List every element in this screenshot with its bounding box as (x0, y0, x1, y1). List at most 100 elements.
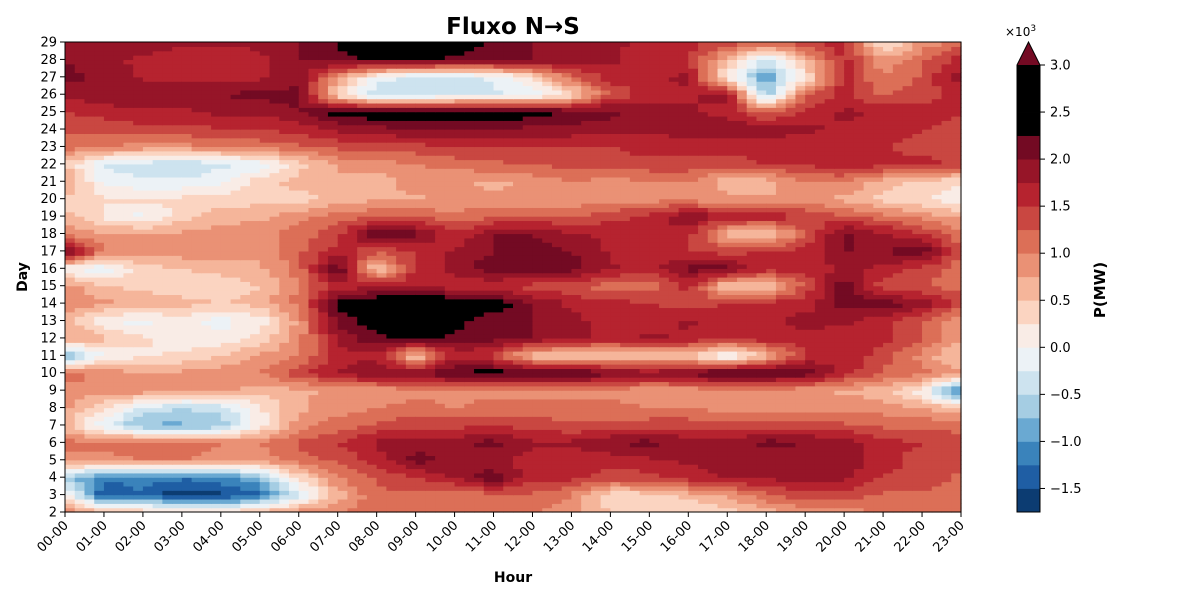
heatmap-cell (435, 372, 446, 378)
heatmap-cell (707, 507, 719, 513)
heatmap-cell (142, 416, 154, 422)
heatmap-cell (844, 368, 855, 374)
heatmap-cell (513, 294, 524, 300)
heatmap-cell (347, 472, 358, 478)
heatmap-cell (824, 407, 835, 413)
heatmap-cell (308, 420, 319, 426)
heatmap-cell (289, 490, 300, 496)
heatmap-cell (814, 403, 826, 409)
heatmap-cell (74, 364, 86, 369)
heatmap-cell (464, 429, 475, 435)
heatmap-cell (746, 485, 758, 491)
heatmap-cell (873, 507, 884, 513)
heatmap-cell (269, 290, 280, 296)
heatmap-cell (610, 316, 621, 322)
heatmap-cell (668, 407, 680, 413)
heatmap-cell (181, 355, 193, 361)
heatmap-cell (620, 468, 631, 474)
heatmap-cell (191, 481, 202, 487)
heatmap-cell (337, 355, 349, 361)
heatmap-cell (775, 307, 787, 313)
heatmap-cell (133, 468, 144, 474)
heatmap-cell (542, 285, 553, 291)
heatmap-cell (464, 277, 475, 282)
heatmap-cell (649, 485, 660, 491)
heatmap-cell (337, 342, 349, 348)
heatmap-cell (201, 294, 212, 300)
heatmap-cell (795, 368, 806, 374)
heatmap-cell (561, 285, 573, 291)
heatmap-cell (464, 294, 475, 300)
heatmap-cell (327, 442, 339, 448)
heatmap-cell (551, 477, 563, 483)
heatmap-cell (551, 324, 563, 330)
heatmap-cell (513, 403, 524, 409)
heatmap-cell (318, 472, 329, 478)
heatmap-cell (327, 277, 339, 282)
heatmap-cell (551, 294, 563, 300)
heatmap-cell (474, 490, 485, 496)
heatmap-cell (902, 372, 913, 378)
heatmap-cell (522, 324, 534, 330)
heatmap-cell (688, 446, 699, 452)
heatmap-cell (211, 277, 222, 282)
heatmap-cell (308, 277, 319, 282)
heatmap-cell (308, 494, 319, 500)
heatmap-cell (620, 455, 631, 461)
heatmap-cell (123, 507, 134, 513)
heatmap-cell (84, 377, 95, 383)
heatmap-cell (250, 472, 261, 478)
heatmap-cell (922, 372, 933, 378)
heatmap-cell (737, 507, 748, 513)
heatmap-cell (347, 294, 358, 300)
heatmap-cell (123, 350, 134, 356)
heatmap-cell (103, 307, 115, 313)
heatmap-cell (795, 290, 806, 296)
heatmap-cell (834, 442, 845, 448)
heatmap-cell (454, 333, 465, 339)
heatmap-cell (561, 438, 573, 443)
heatmap-cell (951, 307, 962, 313)
heatmap-cell (522, 424, 534, 430)
heatmap-cell (834, 311, 845, 317)
heatmap-cell (289, 416, 300, 422)
heatmap-cell (561, 507, 573, 513)
heatmap-cell (65, 420, 76, 426)
heatmap-cell (503, 372, 514, 378)
heatmap-cell (211, 303, 222, 309)
heatmap-cell (386, 311, 397, 317)
heatmap-cell (678, 503, 689, 509)
heatmap-cell (912, 320, 923, 326)
heatmap-cell (211, 337, 222, 343)
heatmap-cell (415, 385, 426, 391)
heatmap-cell (571, 385, 582, 391)
heatmap-cell (396, 451, 407, 457)
heatmap-cell (902, 429, 913, 435)
heatmap-cell (289, 320, 300, 326)
heatmap-cell (493, 316, 504, 322)
heatmap-cell (113, 429, 125, 435)
heatmap-cell (220, 424, 232, 430)
heatmap-cell (123, 429, 134, 435)
heatmap-cell (94, 438, 105, 443)
heatmap-cell (386, 333, 397, 339)
heatmap-cell (259, 390, 271, 396)
heatmap-cell (931, 359, 943, 365)
heatmap-cell (941, 329, 952, 335)
heatmap-cell (464, 298, 475, 304)
heatmap-cell (941, 494, 952, 500)
heatmap-cell (84, 355, 95, 361)
heatmap-cell (639, 333, 650, 339)
heatmap-cell (327, 490, 339, 496)
heatmap-cell (834, 485, 845, 491)
heatmap-cell (415, 433, 426, 439)
heatmap-cell (415, 355, 426, 361)
heatmap-cell (366, 420, 378, 426)
heatmap-cell (727, 503, 738, 509)
heatmap-cell (756, 455, 767, 461)
heatmap-cell (931, 464, 943, 470)
heatmap-cell (883, 433, 894, 439)
heatmap-cell (659, 494, 670, 500)
heatmap-cell (191, 337, 202, 343)
heatmap-cell (941, 442, 952, 448)
